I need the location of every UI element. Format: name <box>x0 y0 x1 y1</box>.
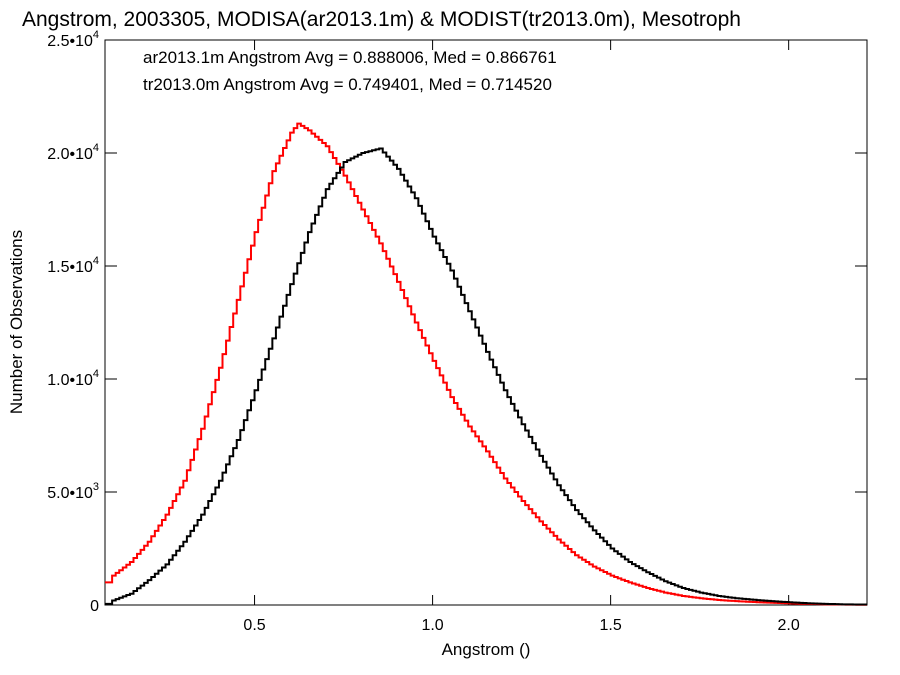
x-tick-label: 1.0 <box>421 617 443 634</box>
x-tick-label: 1.5 <box>600 617 622 634</box>
plot-frame <box>104 39 868 606</box>
series-line-tr2013-0m <box>105 122 867 606</box>
chart-title: Angstrom, 2003305, MODISA(ar2013.1m) & M… <box>22 8 741 31</box>
y-tick-label: 5.0•103 <box>47 481 99 502</box>
y-tick-label: 0 <box>90 598 99 615</box>
x-tick-label: 2.0 <box>778 617 800 634</box>
y-tick-label: 1.5•104 <box>47 255 99 276</box>
x-axis-label: Angstrom () <box>442 640 531 659</box>
y-tick-label: 1.0•104 <box>47 368 99 389</box>
y-tick-label: 2.5•104 <box>47 29 99 50</box>
y-axis-label: Number of Observations <box>7 230 26 414</box>
legend-entry-ar2013-1m: ar2013.1m Angstrom Avg = 0.888006, Med =… <box>143 48 557 67</box>
y-axis: 0 5.0•103 1.0•104 1.5•104 2.0•104 2.5•104 <box>47 29 867 615</box>
series-line-ar2013-1m <box>105 147 867 606</box>
x-tick-label: 0.5 <box>243 617 265 634</box>
plot-area <box>105 122 867 606</box>
x-axis: 0.5 1.0 1.5 2.0 <box>243 40 800 634</box>
legend-entry-tr2013-0m: tr2013.0m Angstrom Avg = 0.749401, Med =… <box>143 75 552 94</box>
y-tick-label: 2.0•104 <box>47 142 99 163</box>
